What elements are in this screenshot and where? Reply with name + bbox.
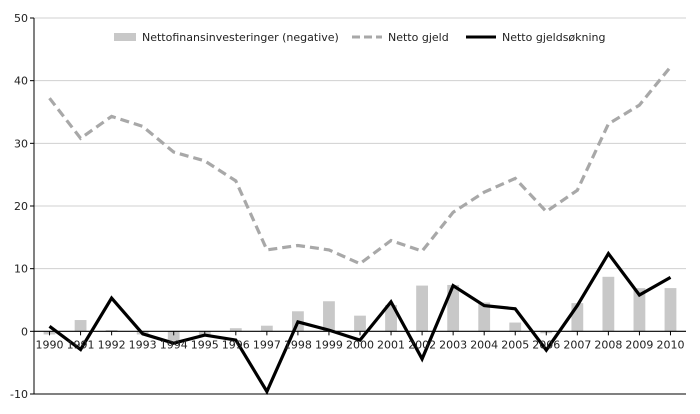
x-tick-label: 2000 bbox=[346, 338, 374, 351]
bar bbox=[260, 325, 273, 332]
bar bbox=[447, 284, 460, 332]
legend-swatch bbox=[114, 33, 136, 41]
bar bbox=[354, 315, 366, 332]
legend-label: Nettofinansinvesteringer (negative) bbox=[142, 31, 339, 44]
bar bbox=[167, 331, 180, 341]
bar bbox=[571, 303, 584, 332]
bar bbox=[602, 276, 615, 332]
y-tick-label: 50 bbox=[14, 12, 28, 25]
x-tick-label: 2007 bbox=[563, 338, 591, 351]
bar bbox=[74, 320, 87, 332]
x-tick-label: 1993 bbox=[129, 338, 157, 351]
x-tick-label: 1997 bbox=[253, 338, 281, 351]
x-tick-label: 2006 bbox=[532, 338, 560, 351]
x-tick-label: 1998 bbox=[284, 338, 312, 351]
bar bbox=[105, 330, 118, 332]
x-tick-label: 1994 bbox=[160, 338, 188, 351]
x-tick-label: 2002 bbox=[408, 338, 436, 351]
gridlines bbox=[34, 17, 686, 270]
x-tick-label: 1996 bbox=[222, 338, 250, 351]
y-tick-label: 0 bbox=[21, 325, 28, 338]
x-tick-label: 2004 bbox=[470, 338, 498, 351]
y-tick-label: -10 bbox=[10, 388, 28, 401]
legend-label: Netto gjeld bbox=[388, 31, 449, 44]
x-tick-label: 2005 bbox=[501, 338, 529, 351]
x-tick-label: 1992 bbox=[98, 338, 126, 351]
bar bbox=[323, 301, 335, 332]
x-tick-label: 2003 bbox=[439, 338, 467, 351]
bar bbox=[416, 285, 428, 332]
y-tick-label: 20 bbox=[14, 200, 28, 213]
netto-gjeld-line bbox=[48, 65, 672, 266]
bar bbox=[633, 288, 646, 332]
x-tick-label: 2001 bbox=[377, 338, 405, 351]
y-tick-label: 40 bbox=[14, 75, 28, 88]
x-tick-label: 1995 bbox=[191, 338, 219, 351]
bar bbox=[478, 302, 491, 332]
x-tick-label: 1999 bbox=[315, 338, 343, 351]
x-tick-label: 2009 bbox=[625, 338, 653, 351]
x-tick-label: 1991 bbox=[67, 338, 95, 351]
x-tick-label: 1990 bbox=[36, 338, 64, 351]
y-tick-label: 30 bbox=[14, 137, 28, 150]
legend-label: Netto gjeldsøkning bbox=[502, 31, 606, 44]
bar bbox=[229, 328, 242, 332]
bar bbox=[385, 305, 397, 332]
netto-gjeldsokning-line bbox=[48, 250, 672, 395]
line-series bbox=[48, 65, 672, 395]
bar bbox=[509, 322, 522, 332]
y-tick-label: 10 bbox=[14, 263, 28, 276]
x-tick-label: 2010 bbox=[656, 338, 684, 351]
legend: Nettofinansinvesteringer (negative) Netto… bbox=[114, 31, 606, 44]
bar bbox=[664, 288, 677, 332]
x-tick-label: 2008 bbox=[594, 338, 622, 351]
